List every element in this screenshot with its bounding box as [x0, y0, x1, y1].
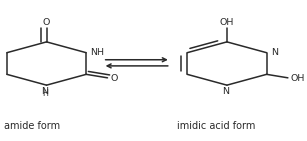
Text: NH: NH: [90, 48, 104, 57]
Text: OH: OH: [291, 74, 305, 83]
Text: O: O: [43, 17, 50, 27]
Text: N: N: [41, 87, 49, 96]
Text: N: N: [222, 87, 229, 96]
Text: imidic acid form: imidic acid form: [177, 121, 255, 131]
Text: OH: OH: [220, 17, 234, 27]
Text: H: H: [42, 89, 48, 98]
Text: N: N: [271, 48, 278, 57]
Text: O: O: [111, 74, 118, 83]
Text: amide form: amide form: [4, 121, 60, 131]
